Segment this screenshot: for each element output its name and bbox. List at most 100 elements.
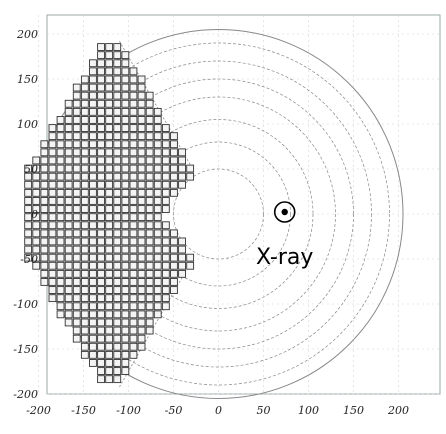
detector-module bbox=[97, 132, 105, 141]
detector-module bbox=[161, 148, 170, 157]
detector-module bbox=[145, 124, 154, 132]
detector-module bbox=[161, 180, 170, 189]
detector-module bbox=[113, 318, 122, 327]
detector-module bbox=[105, 310, 114, 319]
detector-module bbox=[80, 261, 89, 270]
y-tick-label: 200 bbox=[16, 28, 38, 41]
detector-module bbox=[113, 278, 122, 286]
detector-module bbox=[153, 156, 162, 165]
detector-module bbox=[137, 229, 146, 238]
detector-module bbox=[137, 180, 146, 189]
detector-module bbox=[121, 269, 130, 278]
detector-module bbox=[121, 245, 130, 254]
x-tick-label: 150 bbox=[343, 404, 364, 417]
detector-module bbox=[170, 269, 178, 278]
detector-module bbox=[80, 245, 89, 254]
detector-module bbox=[80, 116, 89, 124]
detector-module bbox=[97, 156, 105, 165]
detector-module bbox=[129, 156, 138, 165]
detector-module bbox=[145, 197, 154, 205]
detector-module bbox=[24, 229, 33, 238]
detector-module bbox=[40, 156, 49, 165]
detector-module bbox=[105, 43, 114, 51]
detector-module bbox=[89, 237, 97, 246]
detector-module bbox=[186, 261, 195, 270]
detector-module bbox=[32, 180, 41, 189]
detector-module bbox=[178, 261, 186, 270]
detector-module bbox=[153, 213, 162, 222]
detector-module bbox=[89, 205, 97, 213]
detector-module bbox=[178, 148, 186, 157]
detector-module bbox=[105, 375, 114, 384]
detector-module bbox=[89, 359, 97, 367]
detector-module bbox=[56, 261, 65, 270]
detector-module bbox=[129, 213, 138, 222]
inner-circle bbox=[83, 78, 354, 350]
detector-module bbox=[137, 172, 146, 181]
detector-module bbox=[24, 237, 33, 246]
detector-module bbox=[121, 213, 130, 222]
detector-module bbox=[72, 197, 81, 205]
detector-module bbox=[145, 318, 154, 327]
detector-module bbox=[89, 286, 97, 294]
detector-module bbox=[129, 67, 138, 76]
detector-module bbox=[113, 221, 122, 230]
detector-module bbox=[137, 140, 146, 149]
detector-module bbox=[89, 99, 97, 108]
detector-module bbox=[178, 164, 186, 173]
detector-module bbox=[40, 164, 49, 173]
detector-module bbox=[32, 164, 41, 173]
y-tick-label: 150 bbox=[17, 73, 38, 86]
detector-module bbox=[32, 261, 41, 270]
detector-module bbox=[97, 359, 105, 367]
detector-module bbox=[105, 91, 114, 100]
detector-module bbox=[72, 205, 81, 213]
detector-module bbox=[80, 237, 89, 246]
x-tick-label: 100 bbox=[298, 404, 319, 417]
detector-module bbox=[48, 124, 57, 132]
detector-module bbox=[153, 286, 162, 294]
detector-module bbox=[161, 237, 170, 246]
detector-module bbox=[186, 164, 195, 173]
detector-module bbox=[137, 237, 146, 246]
detector-module bbox=[129, 99, 138, 108]
detector-module bbox=[153, 132, 162, 141]
detector-module bbox=[48, 197, 57, 205]
detector-module bbox=[113, 375, 122, 384]
detector-module bbox=[145, 245, 154, 254]
detector-module bbox=[121, 278, 130, 286]
detector-module bbox=[170, 237, 178, 246]
y-tick-label: 50 bbox=[24, 163, 38, 176]
detector-module bbox=[56, 294, 65, 303]
detector-module bbox=[129, 172, 138, 181]
detector-module bbox=[129, 132, 138, 141]
detector-module bbox=[113, 367, 122, 375]
detector-module bbox=[32, 213, 41, 222]
sector-edge-line bbox=[119, 41, 193, 168]
detector-module bbox=[105, 197, 114, 205]
detector-module bbox=[40, 197, 49, 205]
detector-module bbox=[145, 164, 154, 173]
detector-module bbox=[80, 310, 89, 319]
detector-module bbox=[80, 213, 89, 222]
detector-module bbox=[97, 350, 105, 359]
detector-module bbox=[40, 229, 49, 238]
detector-module bbox=[137, 318, 146, 327]
detector-module bbox=[89, 172, 97, 181]
detector-module bbox=[64, 269, 73, 278]
detector-module bbox=[48, 229, 57, 238]
detector-module bbox=[24, 197, 33, 205]
detector-module bbox=[64, 213, 73, 222]
detector-module bbox=[64, 229, 73, 238]
detector-module bbox=[97, 375, 105, 384]
detector-module bbox=[121, 172, 130, 181]
detector-module bbox=[80, 132, 89, 141]
detector-module bbox=[178, 237, 186, 246]
detector-module bbox=[89, 83, 97, 92]
y-tick-label: -200 bbox=[13, 388, 38, 401]
detector-module bbox=[80, 334, 89, 343]
detector-module bbox=[32, 188, 41, 197]
detector-module bbox=[105, 350, 114, 359]
detector-module bbox=[89, 269, 97, 278]
detector-module bbox=[56, 156, 65, 165]
